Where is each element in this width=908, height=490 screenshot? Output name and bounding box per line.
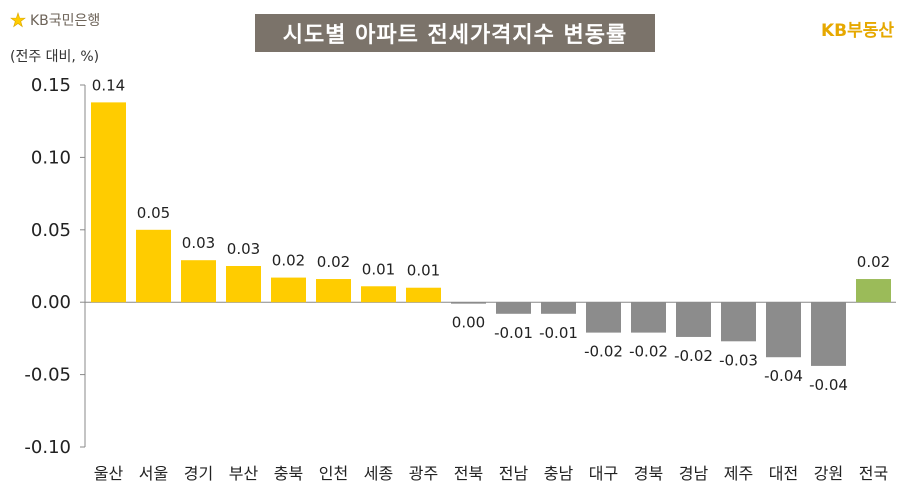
y-tick-label: -0.10 — [24, 437, 71, 458]
bar-세종 — [361, 286, 396, 303]
bar-충북 — [271, 277, 306, 303]
y-tick-label: 0.10 — [31, 147, 71, 168]
x-category-label: 전남 — [499, 464, 529, 483]
bar-부산 — [226, 266, 261, 303]
data-label: -0.01 — [539, 324, 578, 342]
bar-전남 — [496, 302, 531, 314]
data-label: -0.03 — [719, 351, 758, 369]
data-label: -0.02 — [674, 347, 713, 365]
bar-대전 — [766, 302, 801, 358]
bar-서울 — [136, 229, 171, 303]
bar-전국 — [856, 279, 891, 303]
data-label: 0.03 — [182, 234, 215, 252]
kb-real-estate-logo: KB부동산 — [820, 21, 894, 41]
y-axis-unit-label: (전주 대비, %) — [10, 49, 100, 65]
bar-강원 — [811, 302, 846, 366]
data-label: -0.01 — [494, 324, 533, 342]
chart-title-box: 시도별 아파트 전세가격지수 변동률 — [255, 14, 655, 52]
x-category-label: 충남 — [544, 464, 574, 483]
bar-전북 — [451, 302, 486, 304]
kb-bank-name: KB국민은행 — [30, 13, 101, 29]
data-label: 0.14 — [92, 76, 125, 94]
data-label: 0.02 — [272, 252, 305, 270]
data-label: -0.04 — [764, 367, 803, 385]
bar-경남 — [676, 302, 711, 337]
data-label: -0.02 — [629, 343, 668, 361]
data-label: -0.04 — [809, 376, 848, 394]
bar-울산 — [91, 102, 126, 303]
x-category-label: 제주 — [724, 464, 753, 483]
data-label: 0.02 — [317, 253, 350, 271]
x-category-label: 부산 — [229, 464, 259, 483]
x-category-label: 경북 — [634, 464, 663, 483]
bar-제주 — [721, 302, 756, 342]
bar-경기 — [181, 260, 216, 303]
bar-경북 — [631, 302, 666, 333]
data-label: 0.00 — [452, 314, 485, 332]
kb-star-icon — [10, 12, 26, 28]
bar-광주 — [406, 287, 441, 303]
data-label: 0.05 — [137, 204, 170, 222]
y-tick-label: 0.00 — [31, 292, 71, 313]
data-label: 0.02 — [857, 253, 890, 271]
y-tick-label: 0.05 — [31, 220, 71, 241]
bar-충남 — [541, 302, 576, 314]
x-category-label: 대전 — [769, 464, 798, 483]
x-category-label: 강원 — [814, 464, 843, 483]
data-label: 0.01 — [362, 260, 395, 278]
chart-title: 시도별 아파트 전세가격지수 변동률 — [282, 23, 628, 48]
kb-bank-logo: KB국민은행 — [10, 10, 100, 30]
data-label: -0.02 — [584, 343, 623, 361]
data-label: 0.01 — [407, 262, 440, 280]
x-category-label: 충북 — [274, 464, 303, 483]
y-tick-label: 0.15 — [31, 75, 71, 96]
x-category-label: 대구 — [589, 464, 618, 483]
x-category-label: 서울 — [139, 464, 168, 483]
x-category-label: 인천 — [319, 464, 348, 483]
x-category-label: 전국 — [859, 464, 888, 483]
bar-인천 — [316, 279, 351, 303]
x-category-label: 경남 — [679, 464, 709, 483]
y-tick-label: -0.05 — [24, 365, 71, 386]
x-category-label: 광주 — [409, 464, 438, 483]
x-category-label: 경기 — [184, 464, 213, 483]
data-label: 0.03 — [227, 240, 260, 258]
x-category-label: 전북 — [454, 464, 483, 483]
x-category-label: 세종 — [364, 464, 393, 483]
x-category-label: 울산 — [94, 464, 124, 483]
bar-대구 — [586, 302, 621, 333]
